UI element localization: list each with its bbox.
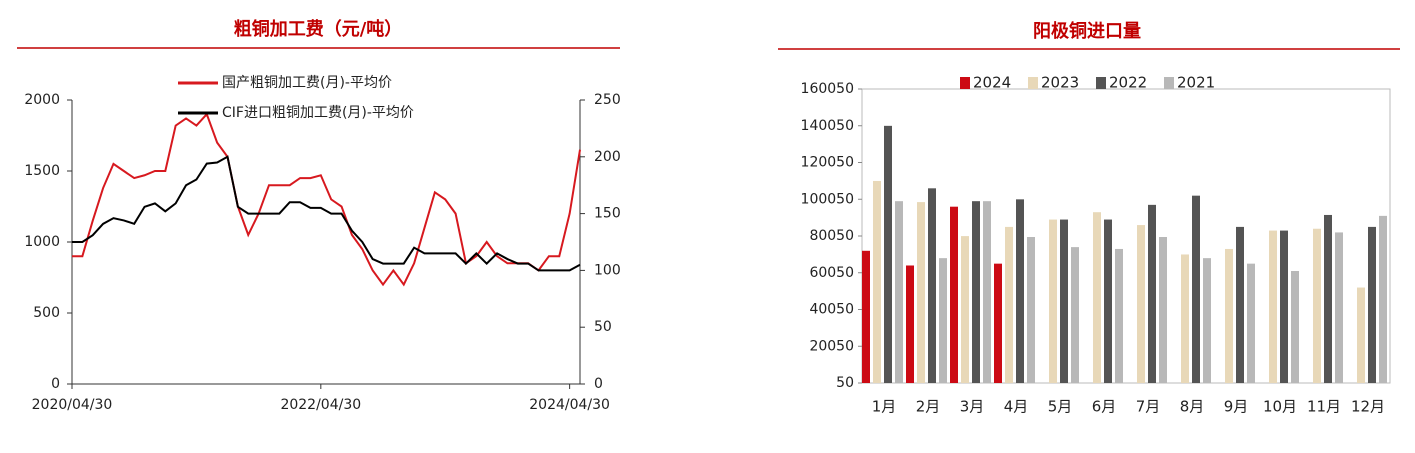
x-tick-label: 2022/04/30: [280, 397, 361, 413]
bar: [884, 125, 892, 384]
x-tick-label: 7月: [1136, 398, 1161, 416]
bar: [950, 206, 958, 383]
bar: [1060, 219, 1068, 383]
bar: [895, 201, 903, 383]
x-tick-label: 10月: [1263, 398, 1297, 416]
bar: [1027, 237, 1035, 383]
bar: [994, 263, 1002, 383]
y-tick-label: 40050: [809, 302, 854, 318]
y-tick-label: 120050: [801, 155, 854, 171]
legend-label: 2022: [1109, 74, 1147, 92]
bar: [1225, 248, 1233, 383]
bar: [1192, 195, 1200, 383]
bar: [1071, 247, 1079, 383]
x-tick-label: 4月: [1004, 398, 1029, 416]
y-tick-label: 1000: [24, 234, 60, 250]
legend-label: 国产粗铜加工费(月)-平均价: [222, 75, 392, 91]
x-tick-label: 5月: [1048, 398, 1073, 416]
bar: [939, 258, 947, 383]
x-tick-label: 2月: [916, 398, 941, 416]
y-tick-label: 1500: [24, 163, 60, 179]
bar: [1203, 258, 1211, 383]
bar: [1093, 212, 1101, 383]
legend-swatch: [1096, 77, 1106, 89]
bar: [1368, 226, 1376, 383]
y-tick-label: 80050: [809, 228, 854, 244]
bar: [1005, 226, 1013, 383]
bar: [1269, 230, 1277, 383]
y2-tick-label: 250: [594, 92, 621, 108]
legend-label: 2024: [973, 74, 1011, 92]
bar: [1280, 230, 1288, 383]
bar: [1324, 214, 1332, 383]
bar: [1181, 254, 1189, 383]
y-tick-label: 20050: [809, 338, 854, 354]
legend-swatch: [960, 77, 970, 89]
bar: [1115, 248, 1123, 383]
bar: [983, 201, 991, 383]
legend-label: 2021: [1177, 74, 1215, 92]
y2-tick-label: 200: [594, 149, 621, 165]
y-tick-label: 2000: [24, 92, 60, 108]
bar: [1016, 199, 1024, 383]
line-series: [72, 155, 581, 272]
bar: [1159, 237, 1167, 383]
bar: [1049, 219, 1057, 383]
x-tick-label: 9月: [1224, 398, 1249, 416]
legend-swatch: [1028, 77, 1038, 89]
chart-title: 粗铜加工费（元/吨）: [234, 18, 403, 40]
bar: [972, 201, 980, 383]
y-tick-label: 500: [33, 305, 60, 321]
bar: [873, 180, 881, 383]
bar: [1357, 287, 1365, 383]
y-tick-label: 160050: [801, 81, 854, 97]
bar: [1148, 204, 1156, 383]
y2-tick-label: 0: [594, 376, 603, 392]
y-tick-label: 100050: [801, 191, 854, 207]
legend-swatch: [1164, 77, 1174, 89]
bar: [1137, 225, 1145, 383]
legend-label: 2023: [1041, 74, 1079, 92]
y-tick-label: 0: [51, 376, 60, 392]
bar: [1291, 271, 1299, 383]
x-tick-label: 1月: [872, 398, 897, 416]
y2-tick-label: 100: [594, 262, 621, 278]
y2-tick-label: 50: [594, 319, 612, 335]
bar: [917, 202, 925, 383]
chart-title: 阳极铜进口量: [1033, 20, 1141, 42]
y2-tick-label: 150: [594, 206, 621, 222]
bar: [928, 188, 936, 383]
bar: [906, 265, 914, 383]
x-tick-label: 3月: [960, 398, 985, 416]
line-series: [72, 112, 581, 287]
x-tick-label: 8月: [1180, 398, 1205, 416]
x-tick-label: 2020/04/30: [32, 397, 113, 413]
x-tick-label: 11月: [1307, 398, 1341, 416]
x-tick-label: 12月: [1351, 398, 1385, 416]
bar: [1236, 226, 1244, 383]
bar: [1379, 215, 1387, 383]
legend-label: CIF进口粗铜加工费(月)-平均价: [222, 105, 414, 121]
y-tick-label: 140050: [801, 118, 854, 134]
bar: [1104, 219, 1112, 383]
bar: [1247, 263, 1255, 383]
x-tick-label: 6月: [1092, 398, 1117, 416]
x-tick-label: 2024/04/30: [529, 397, 610, 413]
bar: [1313, 228, 1321, 383]
y-tick-label: 60050: [809, 265, 854, 281]
bar: [862, 250, 870, 383]
bar: [961, 236, 969, 383]
y-tick-label: 50: [836, 375, 854, 391]
bar: [1335, 232, 1343, 383]
